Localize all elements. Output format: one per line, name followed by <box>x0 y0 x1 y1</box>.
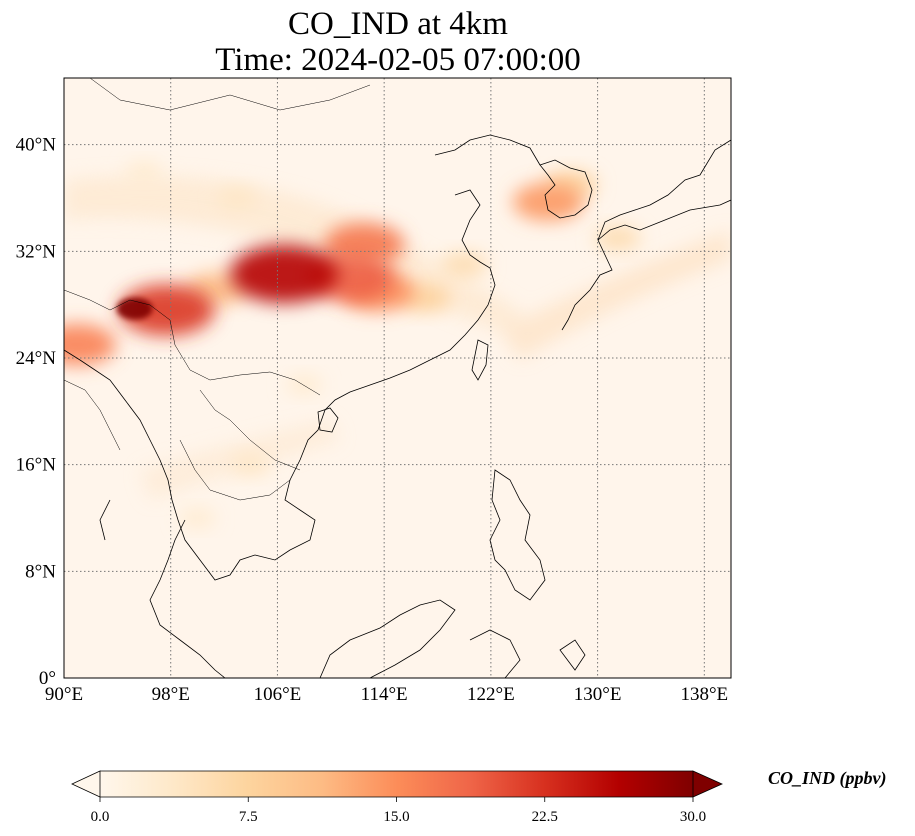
colorbar-label: CO_IND (ppbv) <box>768 768 887 788</box>
lon-tick-label: 138°E <box>680 684 728 705</box>
lon-tick-label: 122°E <box>467 684 515 705</box>
lat-tick-label: 16°N <box>16 455 57 476</box>
co-plume-17 <box>230 453 271 476</box>
colorbar-tick-label: 0.0 <box>91 809 110 825</box>
map-background <box>64 78 731 678</box>
co-plume-16 <box>285 374 323 395</box>
colorbar-ticks: 0.0 7.5 15.0 22.5 30.0 <box>91 797 706 825</box>
lon-tick-label: 114°E <box>361 684 408 705</box>
co-plume-1 <box>230 245 339 303</box>
lat-tick-label: 40°N <box>16 135 57 156</box>
colorbar: 0.0 7.5 15.0 22.5 30.0 <box>71 770 723 825</box>
lat-tick-label: 32°N <box>16 241 57 262</box>
lon-tick-label: 98°E <box>152 684 190 705</box>
colorbar-tick-label: 22.5 <box>532 809 558 825</box>
co-plume-13 <box>440 252 488 278</box>
co-plume-18 <box>178 508 217 528</box>
co-plume-8 <box>64 323 116 366</box>
map-area <box>64 78 731 678</box>
map-gridlines <box>64 78 731 678</box>
lat-tick-label: 0° <box>39 668 56 689</box>
lon-tick-label: 130°E <box>574 684 622 705</box>
colorbar-gradient <box>100 771 693 797</box>
co-plume-6 <box>116 297 153 320</box>
colorbar-under-arrow <box>71 770 101 798</box>
co-plume-11 <box>594 225 641 251</box>
colorbar-tick-label: 15.0 <box>383 809 409 825</box>
colorbar-tick-label: 30.0 <box>680 809 706 825</box>
co-plume-14 <box>217 187 258 209</box>
lon-tick-label: 90°E <box>45 684 83 705</box>
map-axes: 90°E 98°E 106°E 114°E 122°E 130°E 138°E 0° 8°N 16… <box>16 135 729 705</box>
lon-tick-label: 106°E <box>254 684 302 705</box>
map-frame <box>63 77 732 679</box>
lat-tick-label: 24°N <box>16 348 57 369</box>
country-borders <box>64 78 371 501</box>
colorbar-tick-label: 7.5 <box>239 809 258 825</box>
co-plume-9 <box>512 182 584 222</box>
map-title: CO_IND at 4km <box>288 6 508 42</box>
coastlines <box>64 134 731 678</box>
co-plume-15 <box>125 161 163 182</box>
co-plume-7 <box>118 284 215 336</box>
colorbar-over-arrow <box>692 770 723 798</box>
lat-tick-label: 8°N <box>25 561 56 582</box>
map-time-subtitle: Time: 2024-02-05 07:00:00 <box>215 42 581 78</box>
co-concentration-field <box>64 161 641 528</box>
